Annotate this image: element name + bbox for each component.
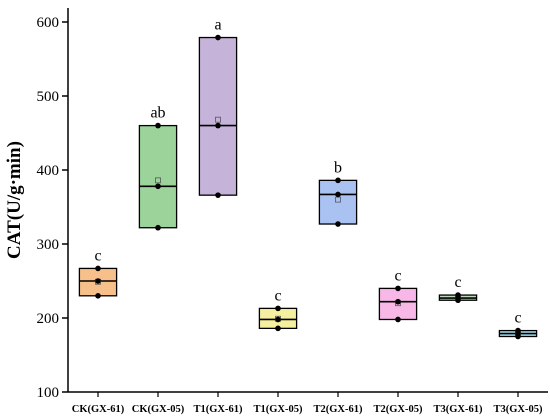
y-ticks: 100 200 300 400 500 600 — [37, 15, 68, 401]
data-point — [335, 177, 341, 184]
data-point — [155, 224, 161, 231]
data-point — [335, 221, 341, 227]
box-group: b — [318, 159, 358, 227]
y-tick-label: 400 — [37, 163, 60, 179]
box-group: a — [198, 17, 238, 198]
y-axis-label: CAT(U/g·min) — [4, 141, 25, 259]
significance-label: ab — [150, 105, 165, 122]
x-tick-label: T1(GX-05) — [254, 404, 303, 415]
box — [138, 124, 178, 229]
significance-label: c — [274, 287, 281, 304]
data-point — [395, 285, 401, 292]
mean-marker — [215, 116, 221, 123]
x-tick-label: T2(GX-61) — [314, 404, 363, 415]
data-point — [395, 316, 401, 323]
box-group: c — [438, 274, 478, 304]
box-group: c — [258, 287, 298, 332]
data-point — [95, 265, 101, 272]
y-tick-label: 300 — [37, 237, 60, 253]
data-point — [215, 122, 221, 129]
y-tick-label: 600 — [37, 15, 60, 31]
data-point — [455, 292, 461, 298]
x-tick-label: CK(GX-05) — [132, 404, 185, 415]
y-tick-label: 100 — [37, 385, 60, 401]
x-tick-label: T3(GX-05) — [494, 404, 543, 415]
data-point — [275, 305, 281, 312]
x-tick-label: CK(GX-61) — [72, 404, 125, 415]
significance-label: c — [94, 247, 101, 264]
significance-label: c — [514, 310, 521, 327]
data-point — [95, 278, 101, 284]
box — [198, 36, 238, 196]
data-point — [275, 316, 281, 323]
data-point — [275, 325, 281, 332]
y-tick-label: 200 — [37, 311, 60, 327]
data-point — [395, 298, 401, 305]
data-point — [335, 191, 341, 198]
significance-label: b — [334, 159, 342, 176]
x-labels: CK(GX-61) CK(GX-05) T1(GX-61) T1(GX-05) T2(G… — [72, 392, 543, 415]
y-tick-label: 500 — [37, 89, 60, 105]
data-point — [215, 192, 221, 198]
significance-label: c — [394, 267, 401, 284]
data-point — [155, 122, 161, 129]
box-group: c — [498, 310, 538, 340]
x-tick-label: T2(GX-05) — [374, 404, 423, 415]
x-tick-label: T1(GX-61) — [194, 404, 243, 415]
mean-marker — [155, 177, 161, 184]
box-group: c — [378, 267, 418, 323]
data-point — [215, 34, 221, 41]
boxes-layer: c ab a c b c c c — [78, 17, 538, 340]
box-group: ab — [138, 105, 178, 231]
x-tick-label: T3(GX-61) — [434, 404, 483, 415]
significance-label: c — [454, 274, 461, 291]
data-point — [155, 183, 161, 190]
data-point — [95, 293, 101, 299]
box-group: c — [78, 247, 118, 299]
data-point — [515, 327, 521, 334]
significance-label: a — [214, 17, 221, 34]
